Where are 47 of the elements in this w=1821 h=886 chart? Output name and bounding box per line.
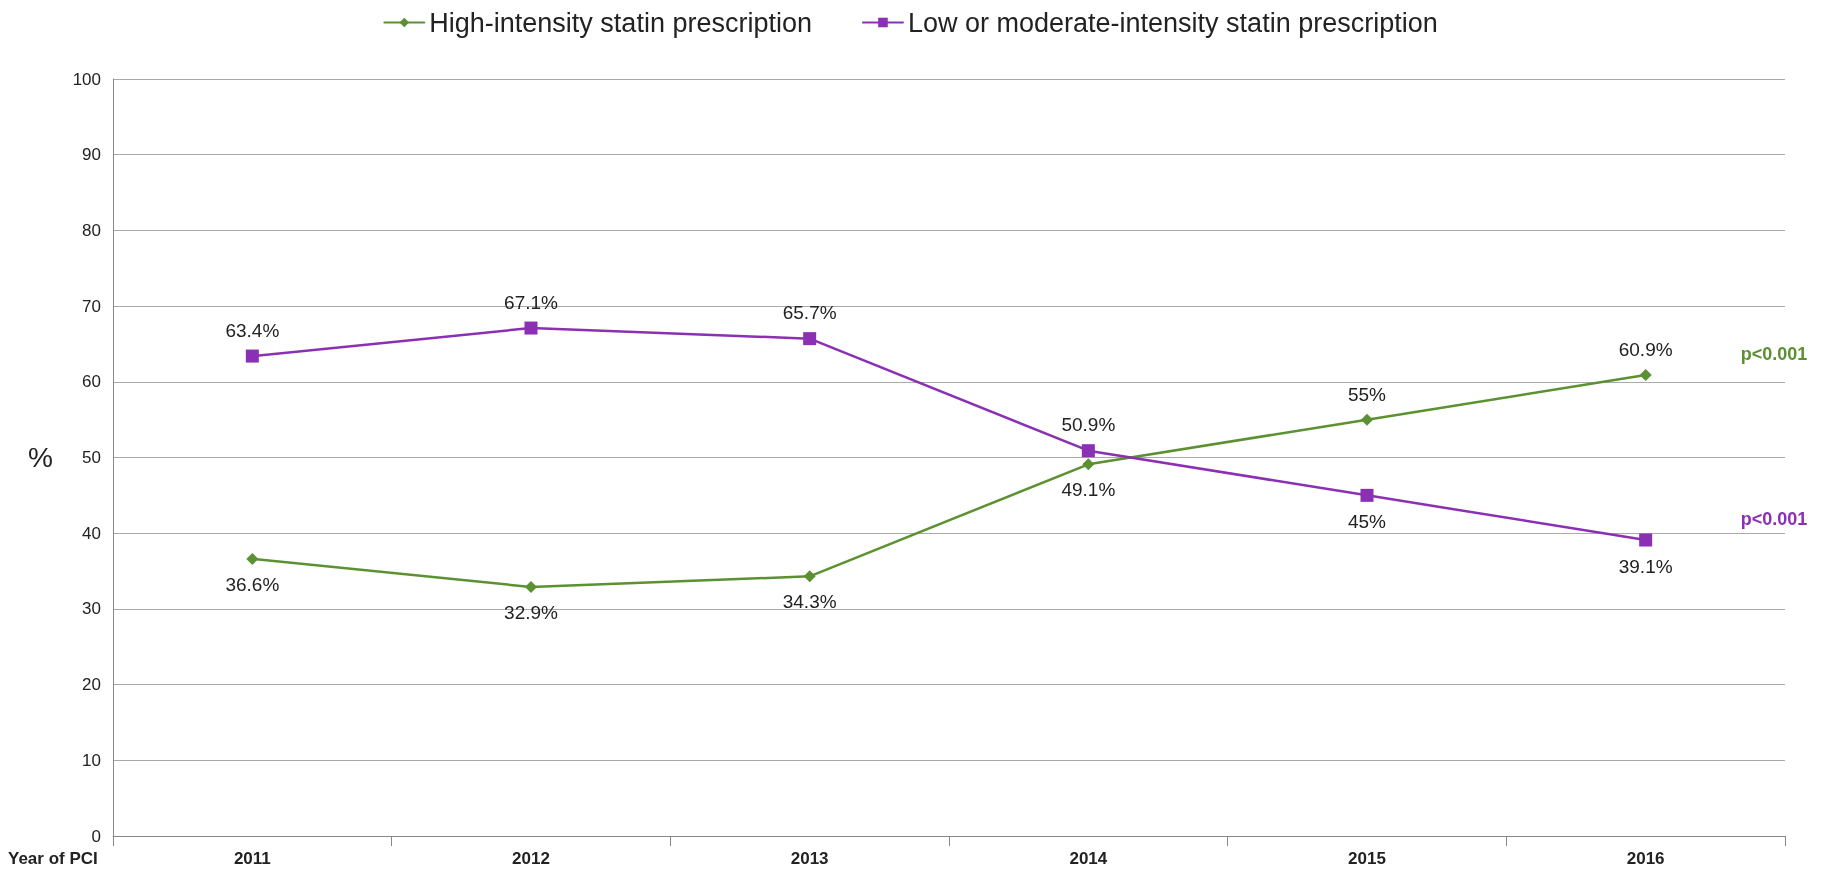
data-label: 50.9% [1061,414,1116,436]
point [245,349,259,363]
point [1639,533,1653,547]
x-axis-title: Year of PCI [8,849,98,868]
x-tick-label: 2014 [1069,849,1108,868]
point [1081,444,1095,458]
y-tick-label: 100 [72,69,101,89]
point [1082,458,1095,471]
y-axis-title: % [28,442,53,473]
x-tick-label: 2011 [233,849,271,868]
data-label: 32.9% [504,601,559,623]
point [246,552,259,565]
annotation: p<0.001 [1740,343,1808,364]
y-tick-label: 30 [82,599,101,619]
point [1360,488,1374,502]
data-label: 34.3% [782,591,837,613]
y-tick-label: 70 [82,296,101,316]
point [803,570,816,583]
legend-label: Low or moderate-intensity statin prescription [907,7,1438,38]
annotation: p<0.001 [1740,509,1808,530]
y-tick-label: 60 [82,372,101,392]
point [525,580,537,593]
y-tick-label: 10 [82,750,101,770]
point [803,332,817,346]
y-tick-label: 0 [91,826,101,846]
y-tick-label: 50 [82,448,101,467]
data-label: 49.1% [1061,479,1116,501]
y-tick-label: 90 [82,145,101,165]
y-tick-label: 40 [82,523,101,543]
x-tick-label: 2013 [790,849,829,868]
y-tick-label: 20 [82,675,101,695]
y-tick-label: 80 [82,220,101,240]
data-label: 55% [1347,383,1387,405]
point [524,321,538,335]
data-label: 65.7% [782,302,837,324]
x-tick-label: 2015 [1348,849,1386,868]
data-label: 63.4% [225,319,280,341]
data-label: 60.9% [1618,338,1673,360]
x-tick-label: 2016 [1626,849,1665,868]
point [1361,413,1373,426]
data-label: 39.1% [1618,555,1673,577]
legend-label: High-intensity statin prescription [429,7,812,38]
data-label: 67.1% [504,291,559,313]
point [1639,368,1652,381]
data-label: 45% [1347,510,1387,532]
data-label: 36.6% [225,573,280,595]
x-tick-label: 2012 [512,849,550,868]
